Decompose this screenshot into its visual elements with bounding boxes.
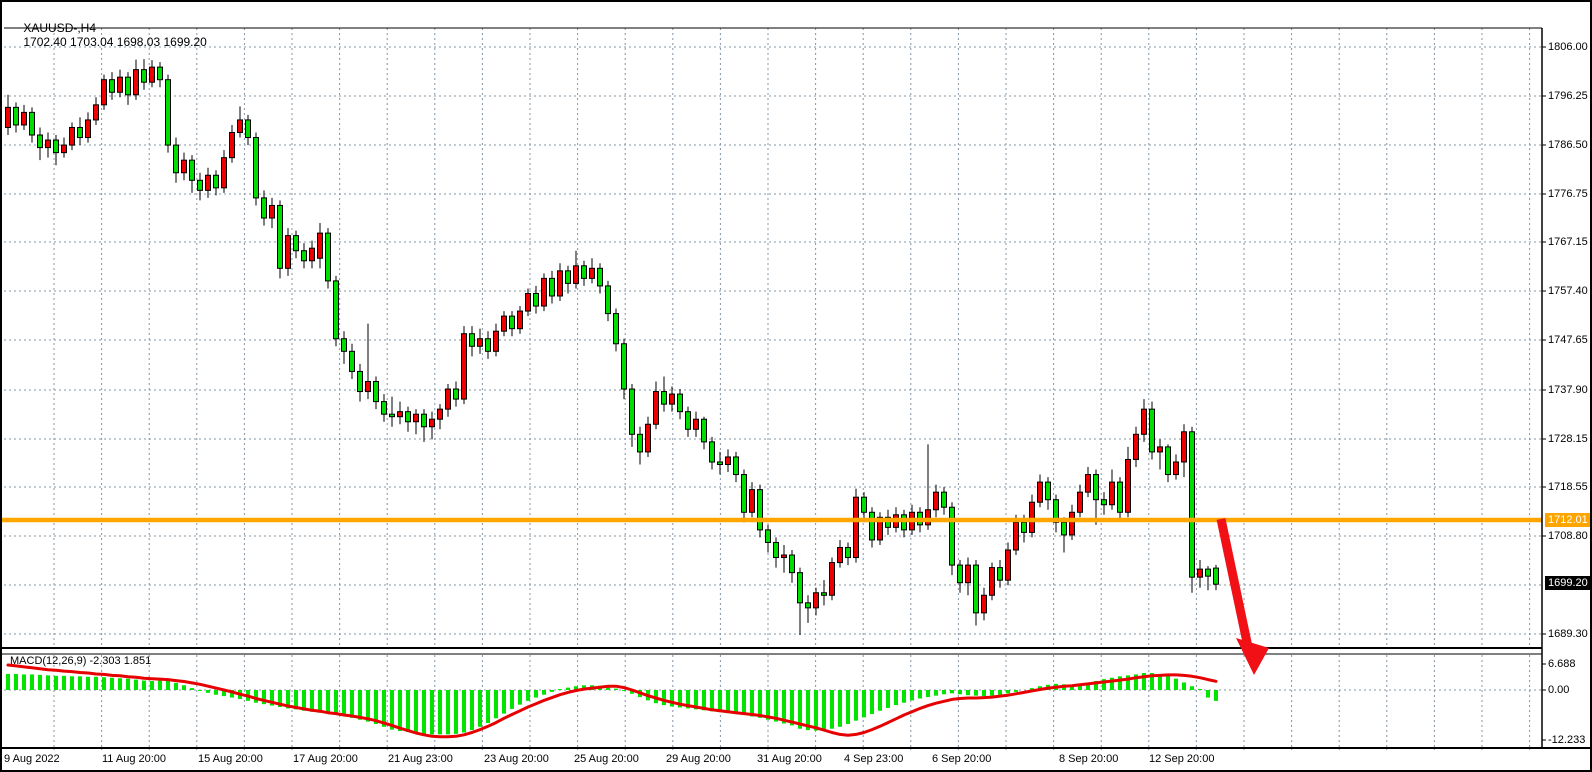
time-tick-label: 21 Aug 23:00: [388, 753, 453, 765]
price-tick-label: 1737.90: [1548, 384, 1588, 396]
time-tick-label: 23 Aug 20:00: [484, 753, 549, 765]
time-tick-label: 31 Aug 20:00: [757, 753, 822, 765]
price-tick-label: 1767.15: [1548, 236, 1588, 248]
time-tick-label: 11 Aug 20:00: [102, 753, 167, 765]
chart-title: XAUUSD-,H4 1702.40 1703.04 1698.03 1699.…: [10, 7, 213, 63]
macd-tick-label: 6.688: [1548, 658, 1576, 670]
current-price-badge: 1699.20: [1545, 576, 1590, 590]
macd-tick-label: -12.233: [1548, 734, 1586, 746]
macd-tick-label: 0.00: [1548, 684, 1570, 696]
symbol-period-label: XAUUSD-,H4: [23, 21, 97, 35]
macd-axis[interactable]: 6.688 0.00 -12.233: [1543, 2, 1590, 770]
time-tick-label: 8 Sep 20:00: [1059, 753, 1119, 765]
time-tick-label: 6 Sep 20:00: [932, 753, 992, 765]
time-axis[interactable]: 9 Aug 2022 11 Aug 20:00 15 Aug 20:00 17 Aug…: [2, 749, 1590, 770]
price-tick-label: 1776.75: [1548, 188, 1588, 200]
time-tick-label: 29 Aug 20:00: [666, 753, 731, 765]
hline-price-badge: 1712.01: [1545, 513, 1590, 527]
time-tick-label: 15 Aug 20:00: [198, 753, 263, 765]
ohlc-values-label: 1702.40 1703.04 1698.03 1699.20: [23, 35, 207, 49]
price-tick-label: 1806.00: [1548, 41, 1588, 53]
price-tick-label: 1708.80: [1548, 530, 1588, 542]
time-tick-label: 12 Sep 20:00: [1149, 753, 1215, 765]
time-tick-label: 9 Aug 2022: [4, 753, 60, 765]
time-tick-label: 25 Aug 20:00: [574, 753, 639, 765]
price-tick-label: 1728.15: [1548, 433, 1588, 445]
price-tick-label: 1689.30: [1548, 628, 1588, 640]
price-tick-label: 1786.50: [1548, 139, 1588, 151]
time-tick-label: 4 Sep 23:00: [844, 753, 904, 765]
time-tick-label: 17 Aug 20:00: [293, 753, 358, 765]
macd-indicator-label: MACD(12,26,9) -2.303 1.851: [10, 655, 152, 667]
price-axis[interactable]: 1712.01 1699.20 1806.00 1796.25 1786.50 177…: [1543, 2, 1590, 748]
price-tick-label: 1796.25: [1548, 90, 1588, 102]
price-tick-label: 1757.40: [1548, 285, 1588, 297]
price-tick-label: 1718.55: [1548, 481, 1588, 493]
price-tick-label: 1747.65: [1548, 334, 1588, 346]
